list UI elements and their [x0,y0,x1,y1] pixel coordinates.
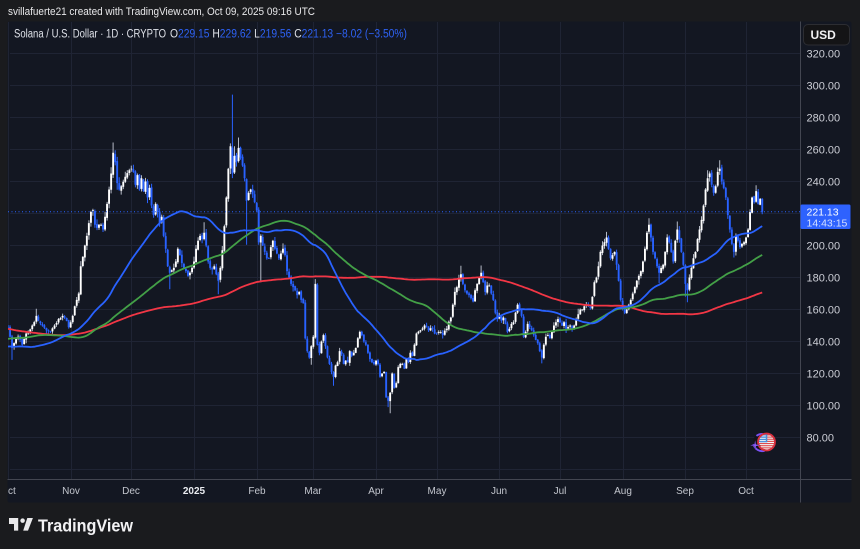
svg-text:14:43:15: 14:43:15 [807,218,848,230]
svg-text:140.00: 140.00 [807,336,841,348]
svg-text:180.00: 180.00 [807,272,841,284]
svg-text:240.00: 240.00 [807,176,841,188]
svg-text:Jul: Jul [554,486,567,497]
svg-text:120.00: 120.00 [807,368,841,380]
svg-text:USD: USD [811,28,837,42]
svg-text:200.00: 200.00 [807,240,841,252]
svg-text:280.00: 280.00 [807,112,841,124]
svg-text:svillafuerte21 created with Tr: svillafuerte21 created with TradingView.… [8,6,315,18]
svg-text:Aug: Aug [614,486,632,497]
svg-text:260.00: 260.00 [807,144,841,156]
svg-text:320.00: 320.00 [807,48,841,60]
svg-text:160.00: 160.00 [807,304,841,316]
svg-text:May: May [428,486,447,497]
svg-text:221.13: 221.13 [807,206,839,218]
svg-text:Jun: Jun [491,486,507,497]
svg-text:Dec: Dec [122,486,140,497]
svg-text:300.00: 300.00 [807,80,841,92]
svg-text:2025: 2025 [183,486,206,497]
svg-text:Apr: Apr [368,486,384,497]
svg-text:O229.15 H229.62 L219.56 C221.1: O229.15 H229.62 L219.56 C221.13 −8.02 (−… [170,29,407,41]
svg-text:Oct: Oct [0,486,16,497]
svg-text:100.00: 100.00 [807,400,841,412]
svg-text:80.00: 80.00 [807,432,835,444]
svg-text:Solana / U.S. Dollar · 1D · CR: Solana / U.S. Dollar · 1D · CRYPTO [14,29,166,41]
svg-text:Oct: Oct [738,486,754,497]
svg-text:Feb: Feb [248,486,266,497]
svg-text:TradingView: TradingView [38,516,133,536]
svg-text:Nov: Nov [62,486,80,497]
svg-text:Sep: Sep [676,486,694,497]
svg-text:Mar: Mar [304,486,322,497]
